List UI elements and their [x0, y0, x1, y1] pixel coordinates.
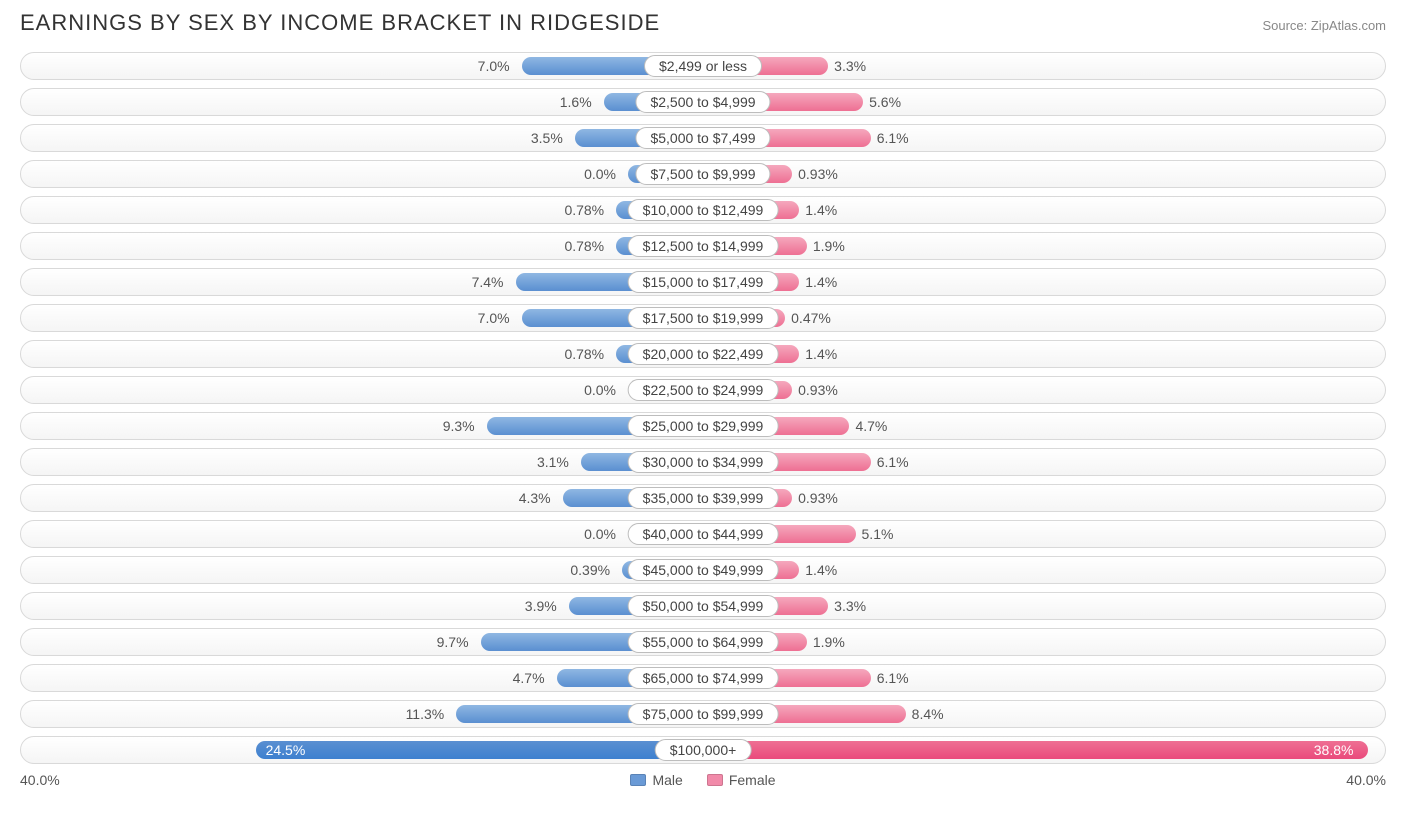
- legend-item-female: Female: [707, 772, 776, 788]
- bracket-label: $2,499 or less: [644, 55, 762, 77]
- legend-female-label: Female: [729, 772, 776, 788]
- female-pct-label: 5.6%: [869, 94, 901, 110]
- female-pct-label: 3.3%: [834, 598, 866, 614]
- chart-source: Source: ZipAtlas.com: [1262, 18, 1386, 33]
- chart-row: $100,000+ 24.5% 38.8%: [20, 736, 1386, 764]
- male-pct-label: 0.78%: [530, 238, 604, 254]
- bracket-label: $2,500 to $4,999: [635, 91, 770, 113]
- male-pct-label: 4.7%: [471, 670, 545, 686]
- female-pct-label: 5.1%: [862, 526, 894, 542]
- female-pct-label: 1.9%: [813, 634, 845, 650]
- bracket-label: $10,000 to $12,499: [628, 199, 779, 221]
- bracket-label: $7,500 to $9,999: [635, 163, 770, 185]
- bracket-label: $40,000 to $44,999: [628, 523, 779, 545]
- chart-row: $5,000 to $7,499 3.5% 6.1%: [20, 124, 1386, 152]
- chart-row: $65,000 to $74,999 4.7% 6.1%: [20, 664, 1386, 692]
- chart-header: EARNINGS BY SEX BY INCOME BRACKET IN RID…: [20, 10, 1386, 36]
- female-pct-label: 0.47%: [791, 310, 831, 326]
- bracket-label: $5,000 to $7,499: [635, 127, 770, 149]
- chart-row: $40,000 to $44,999 0.0% 5.1%: [20, 520, 1386, 548]
- legend-male-label: Male: [652, 772, 682, 788]
- male-pct-label: 7.0%: [436, 58, 510, 74]
- female-bar: [703, 741, 1368, 759]
- bracket-label: $100,000+: [655, 739, 752, 761]
- chart-row: $45,000 to $49,999 0.39% 1.4%: [20, 556, 1386, 584]
- male-pct-label: 9.3%: [401, 418, 475, 434]
- chart-row: $17,500 to $19,999 7.0% 0.47%: [20, 304, 1386, 332]
- bracket-label: $45,000 to $49,999: [628, 559, 779, 581]
- bracket-label: $30,000 to $34,999: [628, 451, 779, 473]
- female-pct-label: 0.93%: [798, 490, 838, 506]
- male-pct-label: 4.3%: [477, 490, 551, 506]
- female-pct-label: 1.4%: [805, 562, 837, 578]
- bracket-label: $75,000 to $99,999: [628, 703, 779, 725]
- bracket-label: $25,000 to $29,999: [628, 415, 779, 437]
- female-pct-label: 6.1%: [877, 454, 909, 470]
- male-pct-label: 24.5%: [266, 742, 306, 758]
- male-pct-label: 9.7%: [395, 634, 469, 650]
- male-pct-label: 0.0%: [542, 382, 616, 398]
- bracket-label: $22,500 to $24,999: [628, 379, 779, 401]
- male-swatch-icon: [630, 774, 646, 786]
- female-pct-label: 1.4%: [805, 202, 837, 218]
- chart-title: EARNINGS BY SEX BY INCOME BRACKET IN RID…: [20, 10, 660, 36]
- male-pct-label: 11.3%: [370, 706, 444, 722]
- male-pct-label: 3.9%: [483, 598, 557, 614]
- chart-row: $35,000 to $39,999 4.3% 0.93%: [20, 484, 1386, 512]
- male-pct-label: 0.0%: [542, 526, 616, 542]
- chart-row: $15,000 to $17,499 7.4% 1.4%: [20, 268, 1386, 296]
- female-pct-label: 0.93%: [798, 166, 838, 182]
- legend: Male Female: [630, 772, 775, 788]
- bracket-label: $55,000 to $64,999: [628, 631, 779, 653]
- chart-row: $55,000 to $64,999 9.7% 1.9%: [20, 628, 1386, 656]
- female-pct-label: 0.93%: [798, 382, 838, 398]
- chart-row: $10,000 to $12,499 0.78% 1.4%: [20, 196, 1386, 224]
- male-pct-label: 3.1%: [495, 454, 569, 470]
- female-swatch-icon: [707, 774, 723, 786]
- chart-row: $25,000 to $29,999 9.3% 4.7%: [20, 412, 1386, 440]
- bracket-label: $20,000 to $22,499: [628, 343, 779, 365]
- axis-label-left: 40.0%: [20, 772, 60, 788]
- female-pct-label: 1.4%: [805, 274, 837, 290]
- bracket-label: $35,000 to $39,999: [628, 487, 779, 509]
- bracket-label: $12,500 to $14,999: [628, 235, 779, 257]
- male-pct-label: 0.78%: [530, 346, 604, 362]
- chart-row: $22,500 to $24,999 0.0% 0.93%: [20, 376, 1386, 404]
- chart-row: $50,000 to $54,999 3.9% 3.3%: [20, 592, 1386, 620]
- male-pct-label: 0.78%: [530, 202, 604, 218]
- female-pct-label: 4.7%: [855, 418, 887, 434]
- chart-row: $7,500 to $9,999 0.0% 0.93%: [20, 160, 1386, 188]
- female-pct-label: 1.4%: [805, 346, 837, 362]
- earnings-chart: $2,499 or less 7.0% 3.3% $2,500 to $4,999 1.…: [20, 52, 1386, 764]
- bracket-label: $50,000 to $54,999: [628, 595, 779, 617]
- male-bar: [256, 741, 703, 759]
- male-pct-label: 7.0%: [436, 310, 510, 326]
- male-pct-label: 3.5%: [489, 130, 563, 146]
- female-pct-label: 6.1%: [877, 670, 909, 686]
- female-pct-label: 3.3%: [834, 58, 866, 74]
- male-pct-label: 1.6%: [518, 94, 592, 110]
- bracket-label: $65,000 to $74,999: [628, 667, 779, 689]
- male-pct-label: 7.4%: [430, 274, 504, 290]
- female-pct-label: 1.9%: [813, 238, 845, 254]
- female-pct-label: 8.4%: [912, 706, 944, 722]
- chart-row: $2,499 or less 7.0% 3.3%: [20, 52, 1386, 80]
- chart-row: $12,500 to $14,999 0.78% 1.9%: [20, 232, 1386, 260]
- female-pct-label: 38.8%: [1314, 742, 1354, 758]
- male-pct-label: 0.0%: [542, 166, 616, 182]
- legend-item-male: Male: [630, 772, 682, 788]
- chart-row: $2,500 to $4,999 1.6% 5.6%: [20, 88, 1386, 116]
- chart-footer: 40.0% Male Female 40.0%: [20, 772, 1386, 788]
- bracket-label: $17,500 to $19,999: [628, 307, 779, 329]
- chart-row: $30,000 to $34,999 3.1% 6.1%: [20, 448, 1386, 476]
- male-pct-label: 0.39%: [536, 562, 610, 578]
- axis-label-right: 40.0%: [1346, 772, 1386, 788]
- chart-row: $75,000 to $99,999 11.3% 8.4%: [20, 700, 1386, 728]
- chart-row: $20,000 to $22,499 0.78% 1.4%: [20, 340, 1386, 368]
- bracket-label: $15,000 to $17,499: [628, 271, 779, 293]
- female-pct-label: 6.1%: [877, 130, 909, 146]
